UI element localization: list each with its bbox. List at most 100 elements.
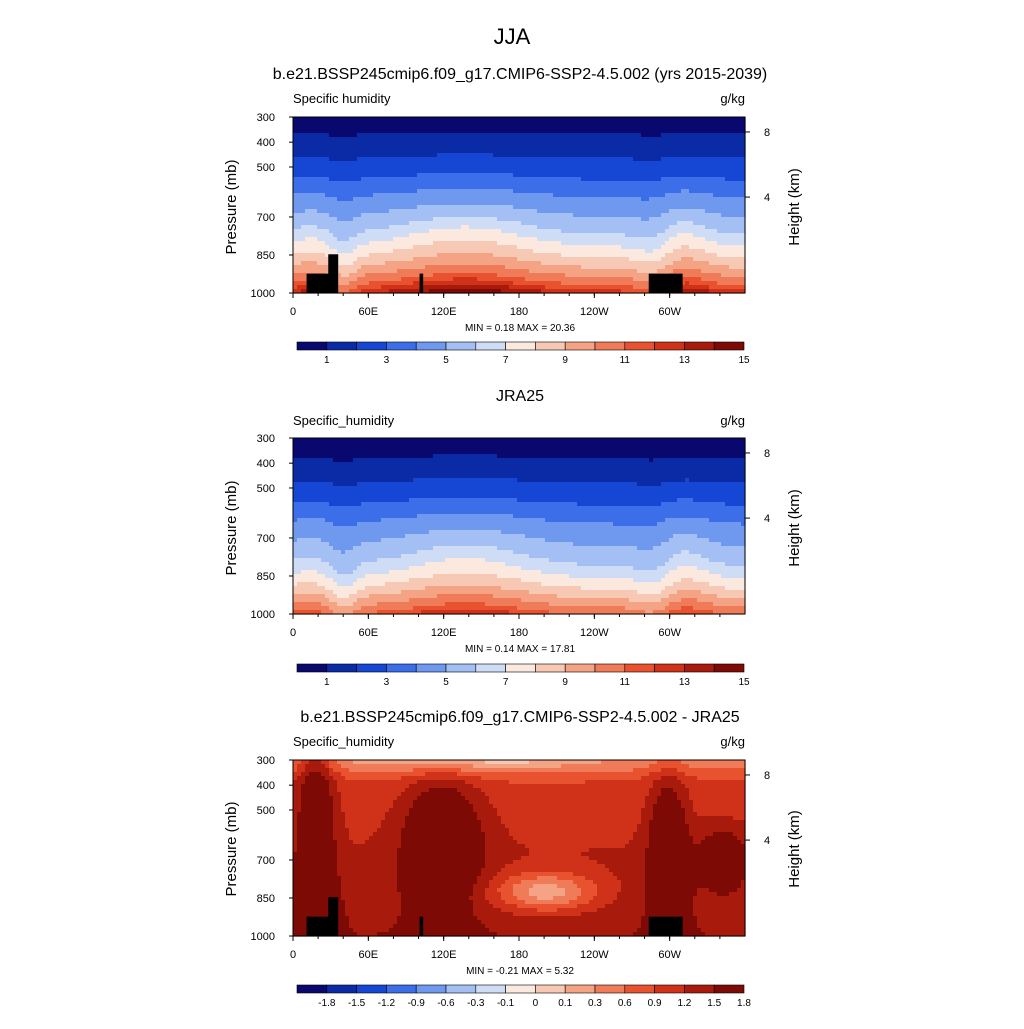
heatmap-cell xyxy=(477,229,482,234)
heatmap-cell xyxy=(617,129,622,134)
heatmap-cell xyxy=(657,161,662,166)
heatmap-cell xyxy=(473,221,478,226)
heatmap-cell xyxy=(369,221,374,226)
heatmap-cell xyxy=(737,257,742,262)
heatmap-cell xyxy=(657,197,662,202)
heatmap-cell xyxy=(633,209,638,214)
heatmap-cell xyxy=(721,213,726,218)
heatmap-cell xyxy=(585,149,590,154)
heatmap-cell xyxy=(453,181,458,186)
heatmap-cell xyxy=(469,233,474,238)
heatmap-cell xyxy=(525,173,530,178)
heatmap-cell xyxy=(429,209,434,214)
heatmap-cell xyxy=(585,165,590,170)
heatmap-cell xyxy=(385,165,390,170)
heatmap-cell xyxy=(417,137,422,142)
heatmap-cell xyxy=(305,185,310,190)
heatmap-cell xyxy=(585,193,590,198)
topography-mask xyxy=(420,274,424,293)
heatmap-cell xyxy=(505,181,510,186)
heatmap-cell xyxy=(641,145,646,150)
heatmap-cell xyxy=(417,185,422,190)
heatmap-cell xyxy=(561,261,566,266)
heatmap-cell xyxy=(377,129,382,134)
heatmap-cell xyxy=(617,193,622,198)
heatmap-cell xyxy=(517,213,522,218)
heatmap-cell xyxy=(353,277,358,282)
heatmap-cell xyxy=(301,245,306,250)
heatmap-cell xyxy=(557,169,562,174)
heatmap-cell xyxy=(389,269,394,274)
heatmap-cell xyxy=(337,145,342,150)
heatmap-cell xyxy=(621,197,626,202)
heatmap-cell xyxy=(349,249,354,254)
heatmap-cell xyxy=(353,269,358,274)
heatmap-cell xyxy=(297,177,302,182)
heatmap-cell xyxy=(629,165,634,170)
heatmap-cell xyxy=(729,137,734,142)
heatmap-cell xyxy=(577,169,582,174)
heatmap-cell xyxy=(669,121,674,126)
heatmap-cell xyxy=(621,133,626,138)
heatmap-cell xyxy=(729,225,734,230)
heatmap-cell xyxy=(681,201,686,206)
heatmap-cell xyxy=(433,269,438,274)
heatmap-cell xyxy=(709,149,714,154)
heatmap-cell xyxy=(585,261,590,266)
heatmap-cell xyxy=(637,249,642,254)
heatmap-cell xyxy=(713,277,718,282)
heatmap-cell xyxy=(445,201,450,206)
heatmap-cell xyxy=(697,149,702,154)
heatmap-cell xyxy=(589,265,594,270)
heatmap-cell xyxy=(305,257,310,262)
heatmap-cell xyxy=(685,189,690,194)
heatmap-cell xyxy=(609,233,614,238)
heatmap-cell xyxy=(605,233,610,238)
heatmap-cell xyxy=(313,205,318,210)
heatmap-cell xyxy=(361,269,366,274)
heatmap-cell xyxy=(693,229,698,234)
heatmap-cell xyxy=(557,217,562,222)
heatmap-cell xyxy=(717,153,722,158)
heatmap-cell xyxy=(693,217,698,222)
heatmap-cell xyxy=(317,137,322,142)
heatmap-cell xyxy=(589,121,594,126)
heatmap-cell xyxy=(565,145,570,150)
heatmap-cell xyxy=(437,153,442,158)
heatmap-cell xyxy=(457,269,462,274)
heatmap-cell xyxy=(357,121,362,126)
heatmap-cell xyxy=(533,201,538,206)
heatmap-cell xyxy=(713,233,718,238)
heatmap-cell xyxy=(673,265,678,270)
heatmap-cell xyxy=(669,137,674,142)
heatmap-cell xyxy=(617,153,622,158)
heatmap-cell xyxy=(361,157,366,162)
heatmap-cell xyxy=(421,165,426,170)
heatmap-cell xyxy=(317,117,322,122)
heatmap-cell xyxy=(433,277,438,282)
heatmap-cell xyxy=(585,229,590,234)
heatmap-cell xyxy=(425,257,430,262)
heatmap-cell xyxy=(361,225,366,230)
heatmap-cell xyxy=(369,189,374,194)
heatmap-cell xyxy=(317,221,322,226)
heatmap-cell xyxy=(349,197,354,202)
heatmap-cell xyxy=(709,249,714,254)
heatmap-cell xyxy=(449,141,454,146)
heatmap-cell xyxy=(405,241,410,246)
heatmap-cell xyxy=(433,129,438,134)
heatmap-cell xyxy=(613,161,618,166)
heatmap-cell xyxy=(589,201,594,206)
heatmap-cell xyxy=(413,245,418,250)
heatmap-cell xyxy=(445,181,450,186)
heatmap-cell xyxy=(649,117,654,122)
heatmap-cell xyxy=(477,201,482,206)
heatmap-cell xyxy=(417,157,422,162)
heatmap-cell xyxy=(609,133,614,138)
heatmap-cell xyxy=(705,181,710,186)
heatmap-cell xyxy=(301,225,306,230)
heatmap-cell xyxy=(357,169,362,174)
heatmap-cell xyxy=(613,201,618,206)
heatmap-cell xyxy=(561,165,566,170)
heatmap-cell xyxy=(505,217,510,222)
